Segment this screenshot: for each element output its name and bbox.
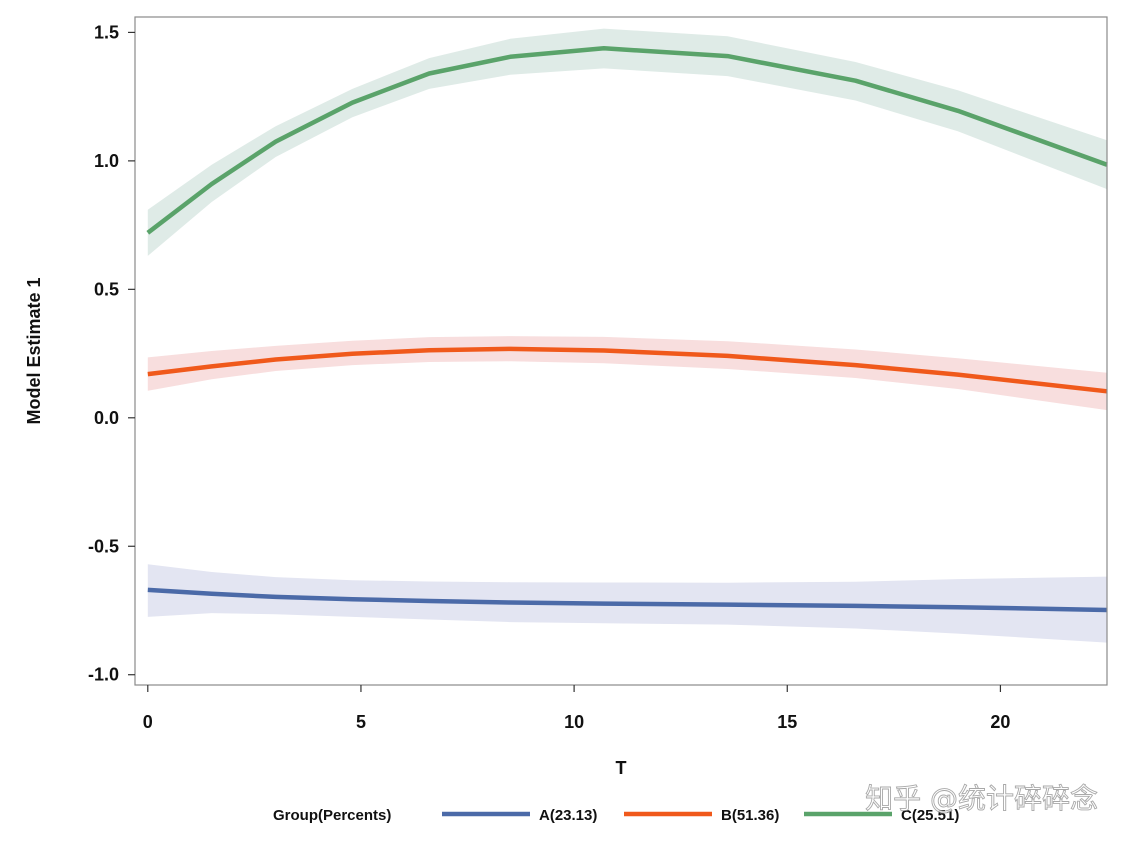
y-tick-label: -0.5 [88, 536, 119, 556]
x-axis-title: T [616, 758, 627, 778]
x-tick-label: 0 [143, 712, 153, 732]
y-tick-label: 1.5 [94, 22, 119, 42]
watermark: 知乎 @统计碎碎念 [865, 782, 1098, 815]
x-tick-label: 10 [564, 712, 584, 732]
y-tick-label: 1.0 [94, 151, 119, 171]
legend-label-a: A(23.13) [539, 807, 597, 824]
confidence-band-c [147, 28, 1108, 256]
series-lines [146, 46, 1108, 613]
y-tick-label: 0.0 [94, 408, 119, 428]
series-line-c [146, 46, 1108, 235]
y-axis-title: Model Estimate 1 [24, 277, 44, 424]
confidence-bands [147, 28, 1108, 643]
x-tick-label: 5 [356, 712, 366, 732]
legend-label-c: C(25.51) [901, 807, 959, 824]
legend-title: Group(Percents) [273, 807, 391, 824]
y-axis: -1.0 -0.5 0.0 0.5 1.0 1.5 [88, 22, 135, 685]
legend-label-b: B(51.36) [721, 807, 779, 824]
series-line-b [147, 346, 1108, 394]
plot-frame [134, 16, 1108, 686]
x-tick-label: 20 [990, 712, 1010, 732]
y-tick-label: 0.5 [94, 279, 119, 299]
series-line-a [147, 587, 1108, 613]
x-axis: 0 5 10 15 20 [143, 685, 1010, 732]
x-tick-label: 15 [777, 712, 797, 732]
confidence-band-b [147, 336, 1108, 411]
y-tick-label: -1.0 [88, 665, 119, 685]
legend: Group(Percents) A(23.13) B(51.36) C(25.51) [273, 807, 959, 824]
